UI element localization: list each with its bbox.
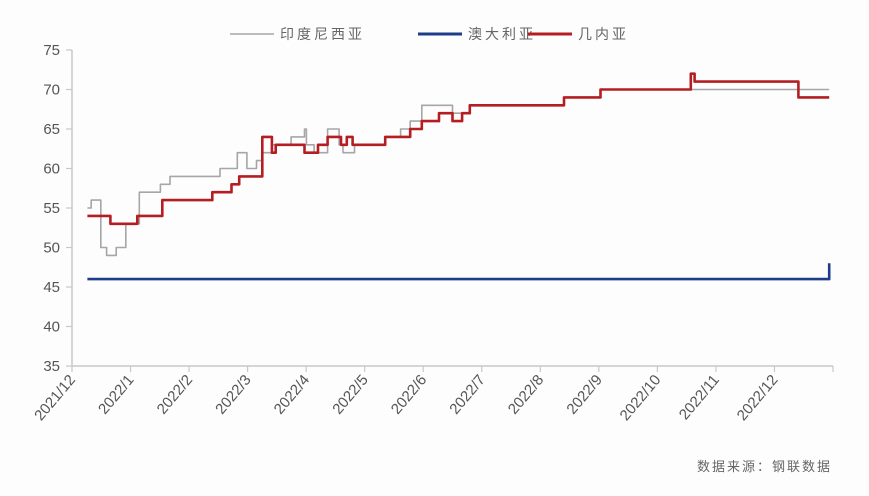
y-tick-label: 40 [43,319,60,336]
y-tick-label: 35 [43,358,60,375]
x-tick-label: 2022/5 [329,372,372,418]
x-tick-label: 2022/6 [388,372,431,418]
x-tick-label: 2022/3 [212,372,255,418]
legend-label: 澳大利亚 [468,27,536,43]
series-group [87,72,831,281]
x-tick-label: 2022/11 [676,372,723,424]
y-tick-label: 75 [43,42,60,59]
legend: 印度尼西亚 澳大利亚 几内亚 [230,27,629,43]
series-line-1 [87,88,830,257]
x-tick-label: 2022/1 [95,372,138,418]
x-tick-label: 2021/12 [31,372,79,424]
legend-label: 印度尼西亚 [280,27,365,43]
series-line-3 [87,72,830,226]
series-line-2 [87,263,831,281]
x-tick-label: 2022/7 [446,372,489,418]
y-tick-label: 70 [43,82,60,99]
y-tick-label: 60 [43,161,60,178]
y-tick-label: 50 [43,240,60,257]
x-tick-label: 2022/12 [734,372,782,424]
x-tick-label: 2022/8 [505,372,548,418]
source-note: 数据来源：钢联数据 [697,460,832,475]
x-tick-label: 2022/4 [271,372,314,418]
y-tick-label: 55 [43,200,60,217]
x-tick-label: 2022/9 [563,372,606,418]
x-tick-label: 2022/2 [154,372,197,418]
x-tick-label: 2022/10 [617,372,665,424]
y-tick-label: 65 [43,121,60,138]
legend-label: 几内亚 [578,27,629,43]
axes: 35 40 45 50 55 60 65 70 75 2021/12 2022/1 2022/2 202… [31,42,834,424]
y-tick-label: 45 [43,279,60,296]
